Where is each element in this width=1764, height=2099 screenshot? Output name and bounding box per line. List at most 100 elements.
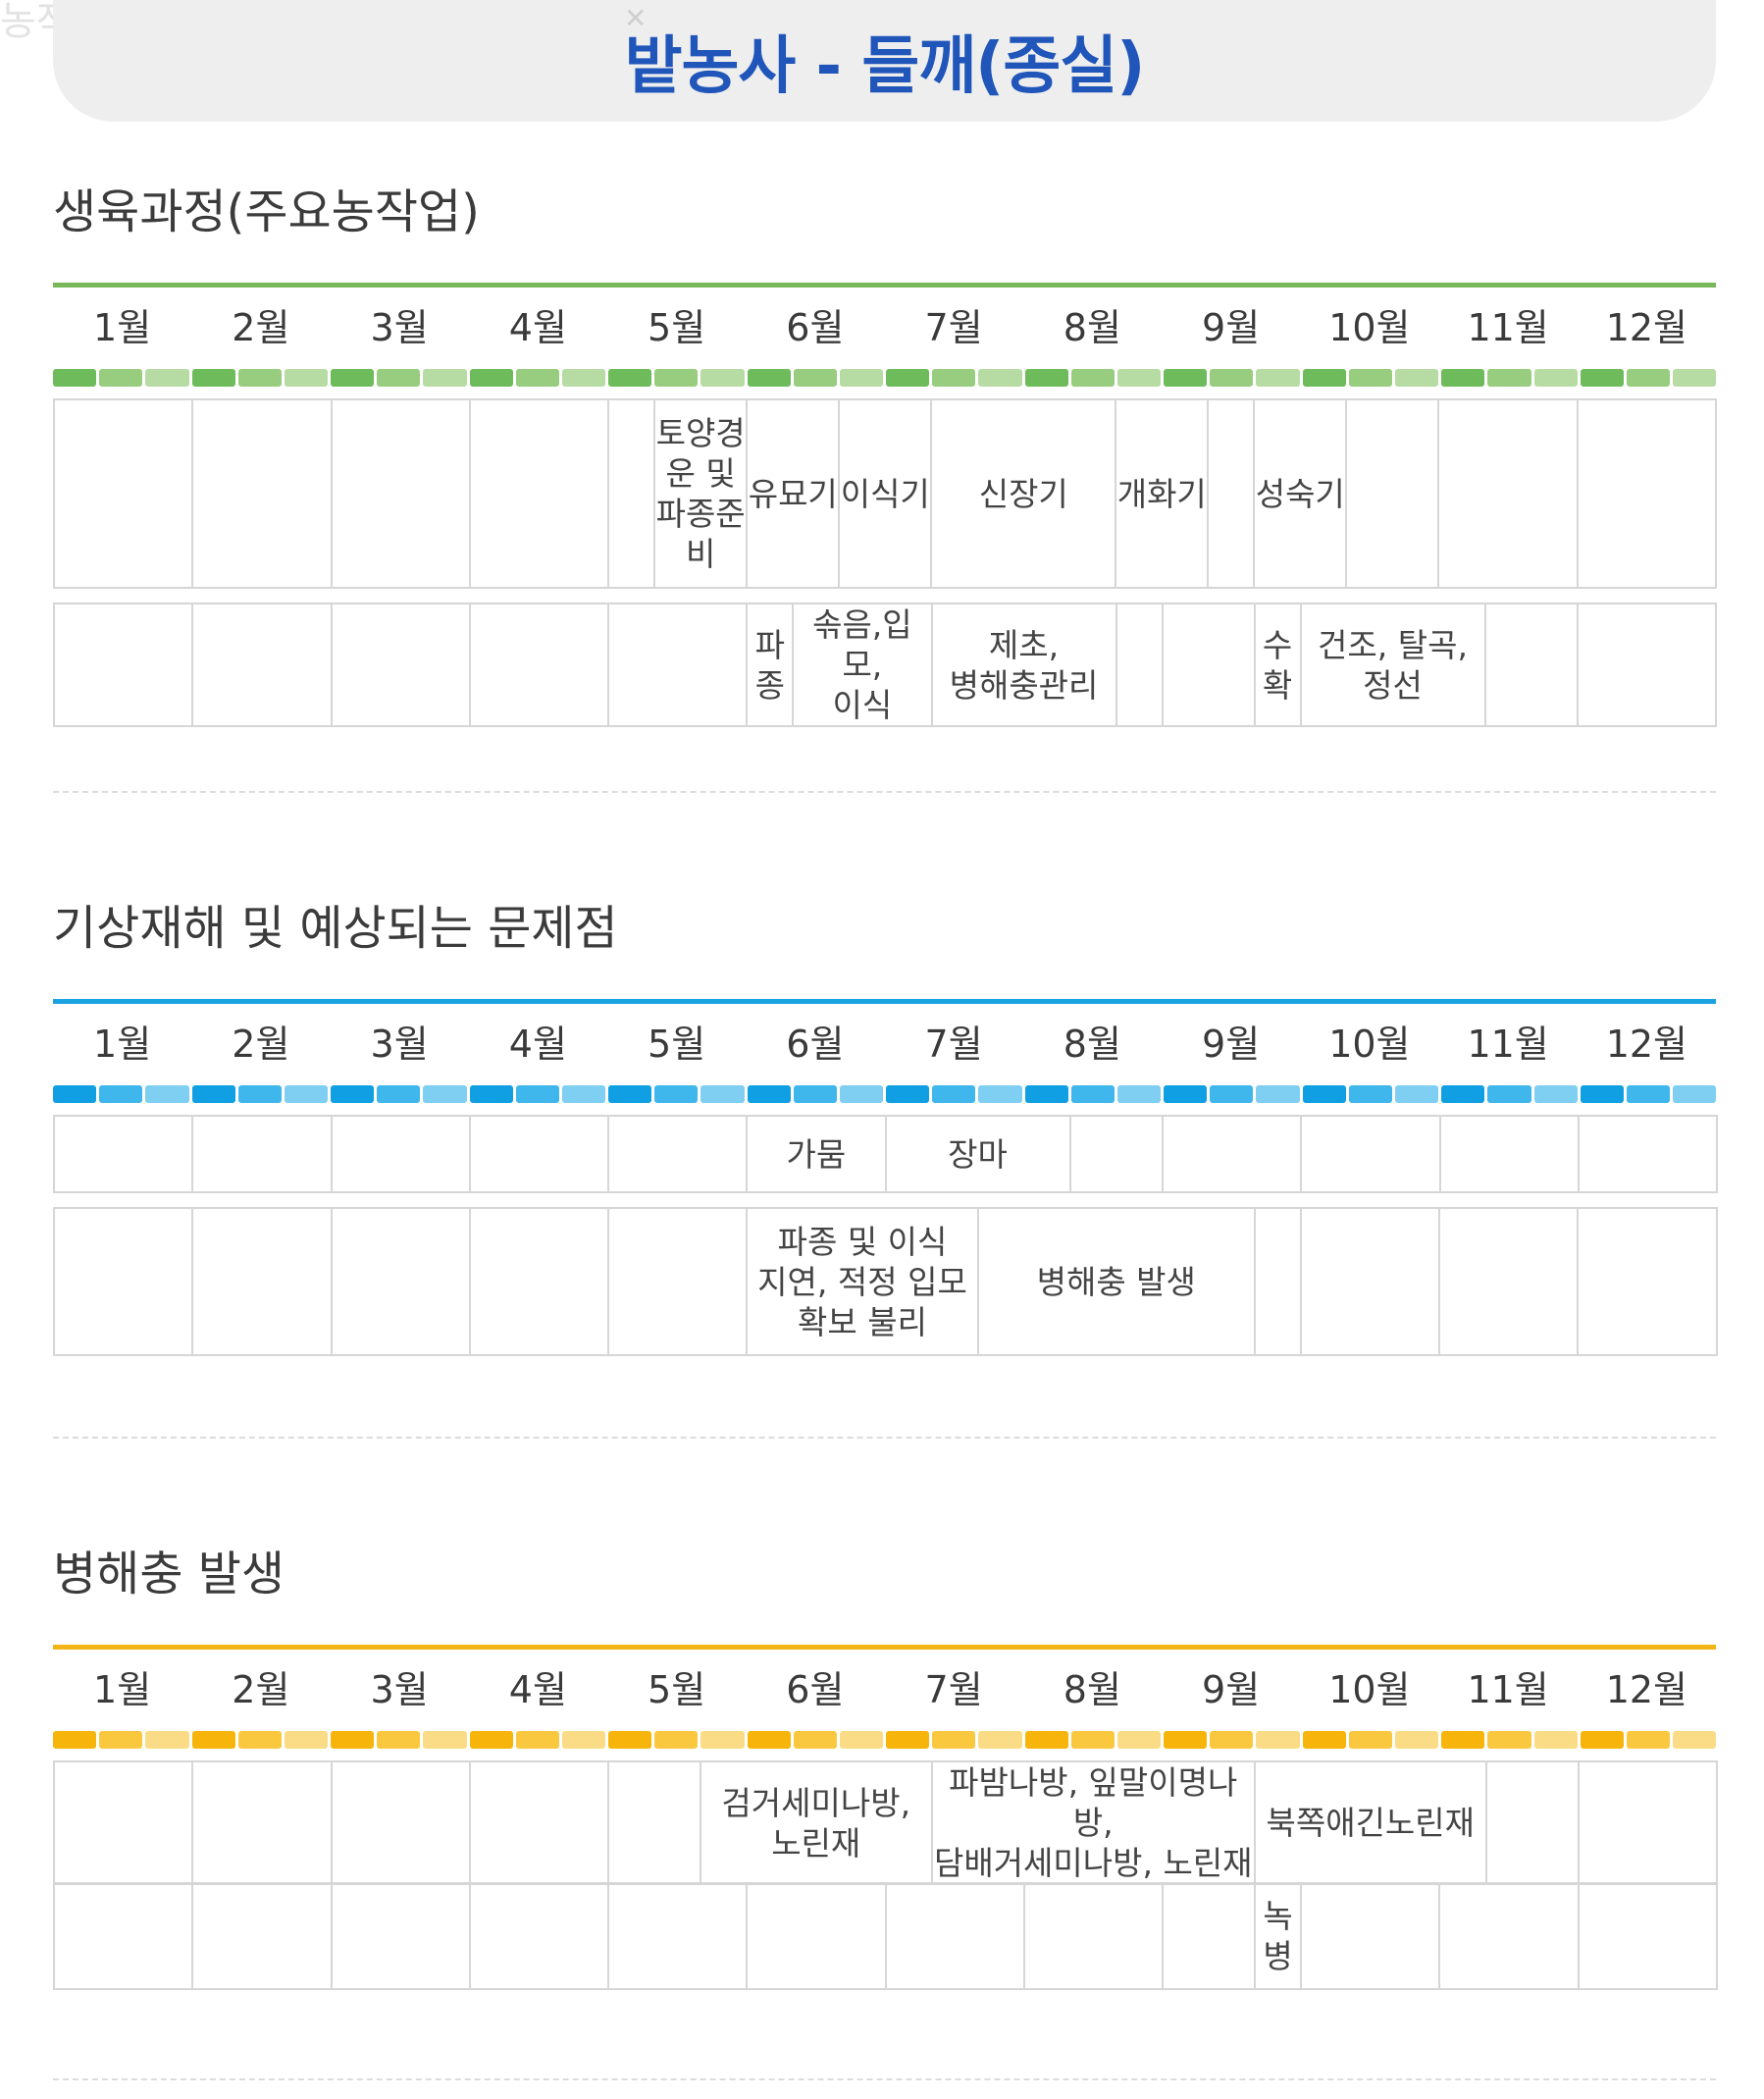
- month-bar-segment: [700, 1731, 745, 1749]
- cell: [1577, 1207, 1718, 1356]
- month-bar-segment: [886, 369, 930, 387]
- month-bar-segment: [469, 369, 513, 387]
- cell: [1115, 603, 1164, 727]
- month-bar-segment: [1024, 1731, 1068, 1749]
- pest-row-1: 검거세미나방, 노린재 파밤나방, 잎말이명나방, 담배거세미나방, 노린재 북…: [52, 1760, 1718, 1885]
- cell: [191, 1760, 333, 1885]
- cell: [884, 1882, 1025, 1990]
- month-label: 6월: [786, 1023, 845, 1066]
- cell: [1300, 1115, 1441, 1193]
- month-bar-segment: [515, 1731, 559, 1749]
- cell: [1577, 1115, 1719, 1193]
- cell: [330, 398, 471, 589]
- month-bar-segment: [886, 1085, 930, 1103]
- cell: [191, 603, 333, 727]
- month-bar-segment: [839, 369, 884, 387]
- month-bar-segment: [331, 369, 375, 387]
- month-bar-segment: [237, 1085, 282, 1103]
- month-bar-segment: [145, 369, 189, 387]
- cell: [1577, 1760, 1718, 1885]
- month-bar-segment: [1673, 369, 1717, 387]
- month-label: 5월: [648, 1023, 706, 1066]
- section-divider: [53, 2078, 1716, 2080]
- close-icon[interactable]: ✕: [624, 2, 648, 34]
- cell: [191, 1207, 333, 1356]
- month-bar-segment: [284, 1085, 329, 1103]
- cell: [330, 603, 471, 727]
- month-bar-segment: [1302, 1085, 1346, 1103]
- section-divider: [53, 1437, 1716, 1439]
- month-bar-segment: [1394, 1731, 1439, 1749]
- cell: [330, 1760, 471, 1885]
- cell: [1437, 1207, 1580, 1356]
- stage-cell: 이식기: [838, 398, 933, 589]
- month-bar-segment: [191, 1085, 235, 1103]
- month-bar-segment: [1256, 369, 1300, 387]
- section-rule: [53, 999, 1716, 1004]
- month-bar-segment: [654, 1085, 699, 1103]
- cell: [1162, 1882, 1256, 1990]
- month-bar-segment: [1626, 1731, 1671, 1749]
- month-bar-segment: [423, 1085, 467, 1103]
- weather-row-1: 가뭄 장마: [52, 1115, 1719, 1193]
- section-rule: [53, 1645, 1716, 1650]
- cell: [1299, 1207, 1441, 1356]
- month-label: 5월: [648, 306, 706, 349]
- stage-cell: 유묘기: [746, 398, 841, 589]
- month-bar-segment: [1626, 1085, 1671, 1103]
- cell: [1438, 1115, 1580, 1193]
- month-bar: [53, 1085, 1717, 1105]
- hazard-cell: 가뭄: [746, 1115, 887, 1193]
- cell: [330, 1207, 471, 1356]
- month-bar-segment: [423, 1731, 467, 1749]
- pest-cell: 검거세미나방, 노린재: [700, 1760, 933, 1885]
- hazard-cell: 장마: [884, 1115, 1071, 1193]
- cell: [1161, 1115, 1303, 1193]
- month-label: 2월: [232, 1668, 290, 1711]
- cell: [1207, 398, 1256, 589]
- pest-cell: 북쪽애긴노린재: [1254, 1760, 1487, 1885]
- cell: [606, 1115, 749, 1193]
- month-bar-segment: [1256, 1731, 1300, 1749]
- cell: [52, 1207, 194, 1356]
- month-bar-segment: [654, 369, 699, 387]
- month-bar-segment: [1210, 1731, 1254, 1749]
- month-bar-segment: [1533, 369, 1578, 387]
- month-bar-segment: [1673, 1085, 1717, 1103]
- month-label: 1월: [93, 306, 152, 349]
- month-bar-segment: [377, 1085, 421, 1103]
- month-header: 1월 2월 3월 4월 5월 6월 7월 8월 9월 10월 11월 12월: [53, 1015, 1716, 1074]
- month-bar-segment: [886, 1731, 930, 1749]
- cell: [746, 1882, 887, 1990]
- month-bar-segment: [1533, 1085, 1578, 1103]
- month-bar-segment: [1441, 369, 1485, 387]
- month-bar-segment: [608, 1085, 652, 1103]
- month-bar-segment: [1210, 1085, 1254, 1103]
- cell: [330, 1115, 471, 1193]
- month-bar-segment: [793, 1731, 837, 1749]
- month-label: 7월: [924, 1668, 983, 1711]
- cell: [52, 1760, 194, 1885]
- month-label: 7월: [924, 306, 983, 349]
- cell: [468, 1115, 610, 1193]
- month-label: 12월: [1605, 1023, 1688, 1066]
- month-bar-segment: [747, 369, 791, 387]
- month-bar-segment: [99, 1085, 143, 1103]
- month-bar-segment: [793, 369, 837, 387]
- month-bar-segment: [1164, 1085, 1208, 1103]
- month-bar-segment: [145, 1731, 189, 1749]
- month-bar-segment: [747, 1731, 791, 1749]
- month-label: 11월: [1467, 1023, 1549, 1066]
- cell: [1577, 1882, 1718, 1990]
- month-bar-segment: [377, 369, 421, 387]
- month-bar-segment: [1302, 1731, 1346, 1749]
- month-bar-segment: [839, 1731, 884, 1749]
- cell: [1484, 1760, 1580, 1885]
- month-label: 4월: [508, 306, 567, 349]
- month-bar-segment: [608, 1731, 652, 1749]
- month-bar: [53, 369, 1717, 389]
- month-label: 3월: [370, 306, 429, 349]
- stage-cell: 개화기: [1115, 398, 1210, 589]
- pest-cell: 녹 병: [1254, 1882, 1302, 1990]
- month-bar-segment: [99, 369, 143, 387]
